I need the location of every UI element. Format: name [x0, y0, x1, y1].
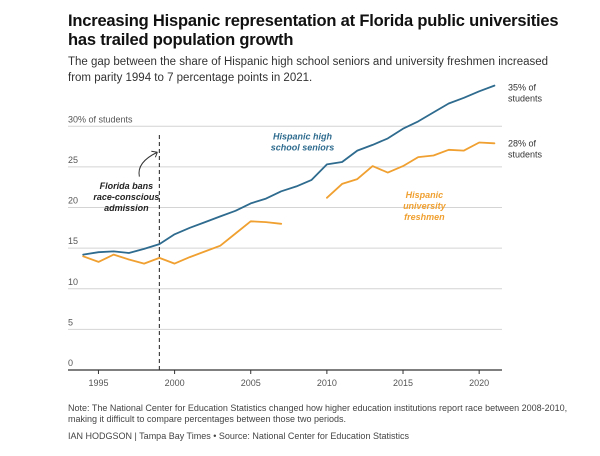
x-tick-label: 2015 — [393, 378, 413, 388]
y-tick-label: 10 — [68, 277, 78, 287]
footnote: Note: The National Center for Education … — [68, 403, 568, 424]
y-tick-label: 0 — [68, 358, 73, 368]
series-line-freshmen — [82, 220, 283, 265]
y-tick-label: 5 — [68, 317, 73, 327]
annotation-arrowhead — [151, 150, 158, 158]
annotation-arrow — [138, 151, 158, 177]
y-tick-label: 20 — [68, 196, 78, 206]
x-tick-label: 2005 — [241, 378, 261, 388]
y-tick-label: 30% of students — [68, 114, 133, 124]
series-label-freshmen: Hispanic university freshmen — [403, 190, 447, 222]
end-label-freshmen: 28% of students — [508, 138, 543, 159]
annotation-label: Florida bans race-conscious admission — [93, 181, 159, 213]
x-tick-label: 2010 — [317, 378, 337, 388]
chart-subtitle: The gap between the share of Hispanic hi… — [68, 56, 549, 84]
series-label-seniors: Hispanic high school seniors — [271, 131, 335, 152]
source-credit: IAN HODGSON | Tampa Bay Times • Source: … — [68, 431, 409, 441]
series-line-freshmen — [325, 141, 496, 199]
y-tick-label: 25 — [68, 155, 78, 165]
x-tick-label: 2020 — [469, 378, 489, 388]
x-tick-label: 1995 — [88, 378, 108, 388]
chart-title: Increasing Hispanic representation at Fl… — [68, 12, 559, 49]
end-label-seniors: 35% of students — [508, 82, 543, 103]
series-line-seniors — [82, 84, 496, 256]
y-tick-label: 15 — [68, 236, 78, 246]
x-tick-label: 2000 — [165, 378, 185, 388]
